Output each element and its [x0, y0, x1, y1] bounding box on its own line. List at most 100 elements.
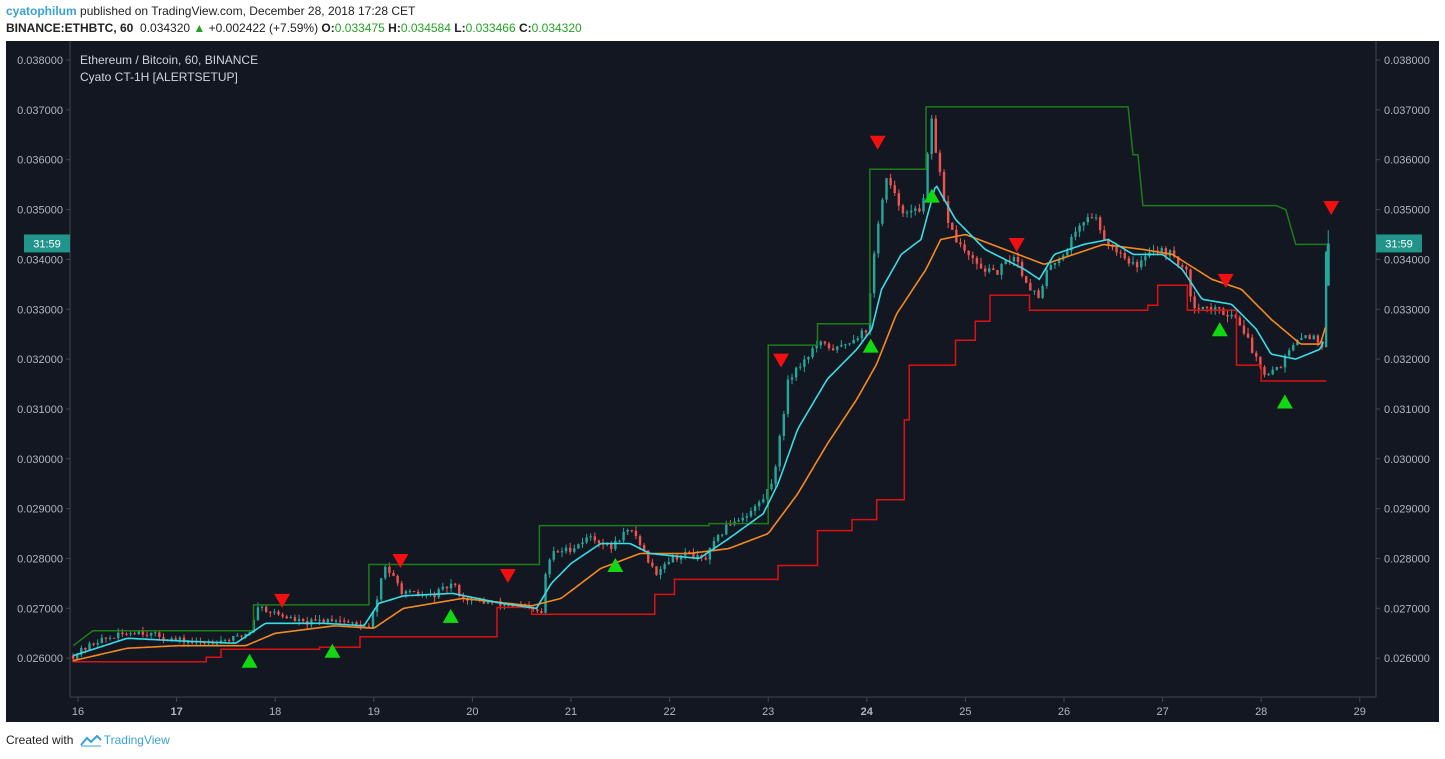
candle — [745, 513, 749, 522]
candle — [889, 173, 892, 189]
candle — [1029, 278, 1032, 291]
candle-body — [285, 616, 288, 619]
candle — [782, 410, 786, 441]
candle-body — [154, 632, 157, 634]
symbol-label: BINANCE:ETHBTC, 60 — [6, 21, 134, 35]
candle-body — [1292, 345, 1295, 351]
candle-body — [1283, 355, 1287, 368]
candle-body — [1016, 257, 1020, 262]
slow-ma-line — [72, 233, 1327, 662]
candle-body — [1209, 307, 1213, 311]
candle-body — [1226, 315, 1229, 317]
candle-body — [885, 178, 888, 200]
candle-body — [1312, 335, 1315, 340]
candle — [577, 543, 580, 550]
author-link[interactable]: cyatophilum — [6, 4, 77, 18]
resistance-line — [72, 106, 1327, 647]
close-value: 0.034320 — [531, 21, 582, 35]
candle-body — [232, 635, 235, 641]
candle-body — [1242, 325, 1246, 334]
candle-body — [946, 201, 950, 223]
candle-body — [170, 638, 173, 641]
candle — [581, 537, 584, 549]
candle-body — [1103, 230, 1106, 240]
candle — [934, 115, 938, 154]
candle — [379, 578, 383, 603]
candle-body — [770, 483, 773, 489]
candle — [1070, 234, 1073, 255]
candle — [1308, 333, 1311, 340]
candle — [322, 617, 325, 623]
candle — [823, 340, 827, 346]
candle — [1197, 303, 1200, 314]
candle — [338, 615, 342, 624]
candle-body — [922, 198, 925, 212]
candle-body — [322, 619, 325, 623]
candle — [766, 488, 769, 504]
candle — [112, 637, 116, 639]
y-tick-label-left: 0.028000 — [17, 554, 63, 566]
candle-body — [338, 620, 342, 622]
candle-body — [330, 619, 334, 621]
candle-body — [1119, 252, 1122, 254]
candle — [1275, 366, 1279, 371]
candle-body — [1271, 369, 1274, 375]
candle-body — [1213, 307, 1217, 311]
fast-ma-line — [72, 185, 1325, 657]
candle-body — [108, 637, 112, 639]
countdown-badge-right: 31:59 — [1376, 234, 1422, 253]
candle — [1127, 255, 1131, 267]
candle-body — [564, 547, 568, 552]
candle-body — [614, 540, 617, 550]
candle-body — [227, 640, 231, 642]
candle-body — [466, 598, 469, 601]
candle — [1226, 310, 1229, 323]
candle — [790, 373, 794, 385]
y-tick-label-right: 0.030000 — [1384, 454, 1430, 466]
buy-signal-marker — [862, 338, 879, 353]
candle — [104, 637, 108, 643]
price-chart[interactable]: 0.038000 0.038000 0.037000 0.037000 0.036000… — [6, 41, 1439, 722]
candle-body — [314, 619, 317, 621]
candle-body — [963, 244, 966, 251]
candle — [408, 588, 412, 594]
candle-body — [1049, 264, 1053, 270]
candle-body — [1090, 217, 1094, 219]
candle-body — [959, 242, 962, 245]
candle-body — [462, 596, 465, 599]
candle-body — [1279, 367, 1283, 369]
candle — [663, 561, 666, 574]
candle — [404, 589, 408, 599]
candle — [1209, 303, 1213, 315]
tradingview-link[interactable]: TradingView — [103, 733, 170, 747]
candle — [573, 544, 576, 554]
candle — [285, 614, 288, 619]
candle — [289, 615, 293, 619]
candle — [552, 546, 555, 562]
candle — [1263, 365, 1266, 378]
candle-body — [80, 647, 83, 655]
candle-body — [1300, 337, 1303, 341]
candle-body — [1066, 250, 1069, 256]
candle — [1086, 213, 1090, 226]
candle-body — [708, 547, 712, 560]
candle-body — [347, 621, 350, 623]
candle — [433, 591, 436, 603]
candle — [540, 608, 543, 615]
candle-body — [704, 557, 707, 560]
countdown-badge-bg — [1376, 234, 1422, 253]
candle-body — [334, 620, 338, 622]
candle — [655, 566, 658, 576]
sell-signal-marker — [274, 593, 291, 608]
candle-body — [281, 614, 284, 617]
candle-body — [490, 602, 494, 604]
candle-body — [597, 540, 601, 544]
candle-body — [1218, 307, 1221, 309]
high-value: 0.034584 — [400, 21, 451, 35]
candle-body — [630, 529, 634, 531]
candle-body — [388, 566, 391, 573]
high-label: H: — [388, 21, 401, 35]
candle — [1053, 262, 1057, 269]
candle-body — [215, 643, 219, 645]
chart-panel[interactable]: 0.038000 0.038000 0.037000 0.037000 0.036000… — [6, 41, 1439, 722]
